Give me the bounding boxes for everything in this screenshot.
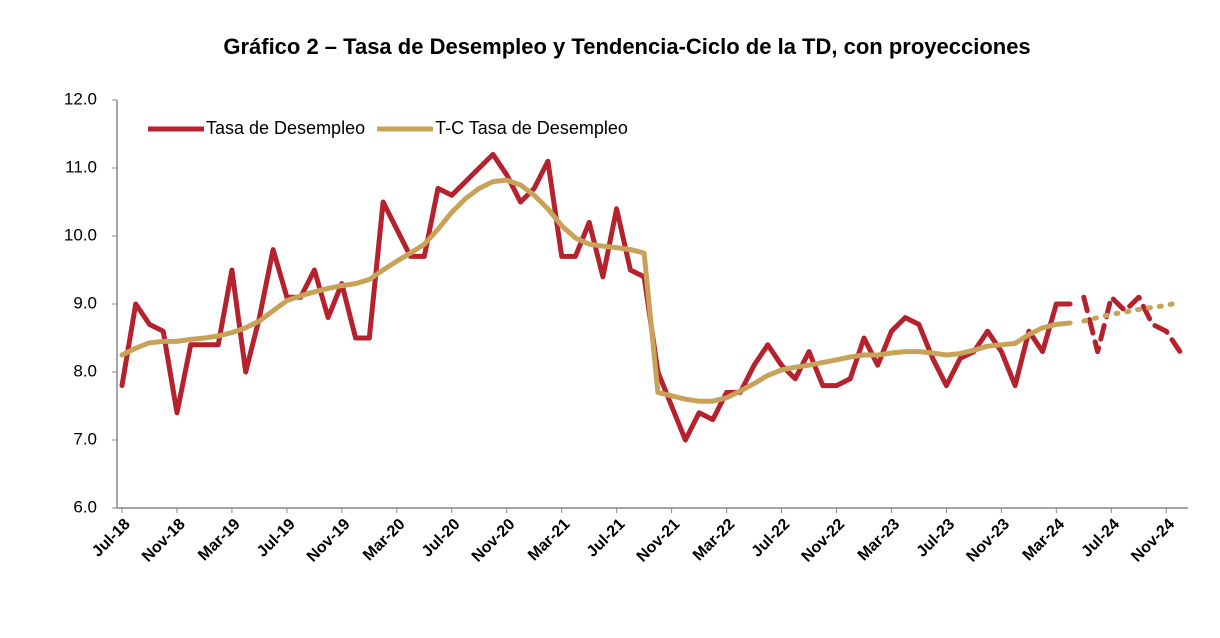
x-tick-label: Nov-23 xyxy=(963,516,1013,566)
y-tick-label: 6.0 xyxy=(73,497,97,516)
x-tick-label: Jul-20 xyxy=(419,516,464,561)
x-tick-label: Jul-23 xyxy=(914,516,959,561)
x-tick-label: Jul-24 xyxy=(1078,516,1123,561)
x-tick-label: Jul-21 xyxy=(584,516,629,561)
chart-title: Gráfico 2 – Tasa de Desempleo y Tendenci… xyxy=(223,34,1030,59)
data-line xyxy=(119,177,1073,404)
x-tick-label: Nov-22 xyxy=(799,516,849,566)
x-tick-label: Nov-24 xyxy=(1128,516,1178,566)
x-tick-label: Mar-23 xyxy=(855,516,904,565)
y-tick-label: 8.0 xyxy=(73,361,97,380)
x-tick-label: Nov-20 xyxy=(469,516,519,566)
x-tick-label: Mar-21 xyxy=(525,516,574,565)
x-tick-label: Jul-19 xyxy=(254,516,299,561)
y-tick-label: 7.0 xyxy=(73,429,97,448)
data-line xyxy=(119,151,1073,443)
x-tick-label: Nov-19 xyxy=(304,516,354,566)
projection-line xyxy=(1081,294,1183,355)
y-tick-label: 10.0 xyxy=(64,225,97,244)
legend-label: Tasa de Desempleo xyxy=(206,118,365,138)
y-tick-label: 9.0 xyxy=(73,293,97,312)
x-tick-label: Mar-24 xyxy=(1020,516,1069,565)
y-tick-label: 12.0 xyxy=(64,89,97,108)
x-tick-label: Mar-22 xyxy=(690,516,739,565)
x-tick-label: Jul-22 xyxy=(749,516,794,561)
x-tick-label: Jul-18 xyxy=(89,516,134,561)
y-tick-label: 11.0 xyxy=(65,157,97,176)
legend-label: T-C Tasa de Desempleo xyxy=(435,118,628,138)
x-tick-label: Mar-20 xyxy=(360,516,409,565)
x-tick-label: Nov-21 xyxy=(634,516,684,566)
x-tick-label: Mar-19 xyxy=(195,516,244,565)
x-tick-label: Nov-18 xyxy=(139,516,189,566)
